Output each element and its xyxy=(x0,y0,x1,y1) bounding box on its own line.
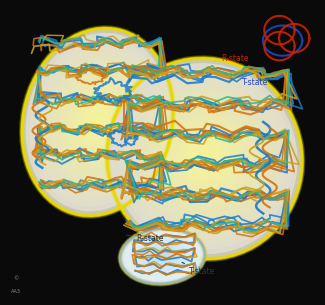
Ellipse shape xyxy=(123,230,202,282)
Ellipse shape xyxy=(22,28,173,216)
Ellipse shape xyxy=(26,33,169,211)
Ellipse shape xyxy=(90,113,105,131)
Ellipse shape xyxy=(148,246,177,266)
Text: AA3: AA3 xyxy=(11,289,21,294)
Ellipse shape xyxy=(200,154,210,163)
Ellipse shape xyxy=(136,88,273,229)
Ellipse shape xyxy=(60,75,135,169)
Ellipse shape xyxy=(82,103,113,141)
Ellipse shape xyxy=(133,237,192,275)
Ellipse shape xyxy=(152,249,173,263)
Ellipse shape xyxy=(29,38,166,206)
Ellipse shape xyxy=(120,229,205,284)
Ellipse shape xyxy=(139,241,186,271)
Text: ©: © xyxy=(13,277,19,282)
Ellipse shape xyxy=(161,113,249,204)
Ellipse shape xyxy=(129,234,196,278)
Text: T-state: T-state xyxy=(242,78,268,88)
Ellipse shape xyxy=(156,252,169,260)
Ellipse shape xyxy=(156,108,254,209)
Ellipse shape xyxy=(48,61,147,183)
Ellipse shape xyxy=(112,63,298,254)
Ellipse shape xyxy=(176,128,234,189)
Ellipse shape xyxy=(185,138,224,179)
Ellipse shape xyxy=(56,70,139,174)
Ellipse shape xyxy=(120,229,205,284)
Ellipse shape xyxy=(127,233,198,280)
Ellipse shape xyxy=(137,240,188,273)
Ellipse shape xyxy=(107,58,303,259)
Ellipse shape xyxy=(124,231,201,281)
Ellipse shape xyxy=(63,80,132,164)
Ellipse shape xyxy=(151,103,258,214)
Ellipse shape xyxy=(166,118,244,199)
Ellipse shape xyxy=(41,52,154,192)
Ellipse shape xyxy=(171,124,239,194)
Ellipse shape xyxy=(146,98,263,219)
Ellipse shape xyxy=(45,56,150,188)
Ellipse shape xyxy=(129,234,196,278)
Ellipse shape xyxy=(52,66,143,178)
Ellipse shape xyxy=(117,68,293,249)
Text: R-state: R-state xyxy=(126,234,164,243)
Ellipse shape xyxy=(137,240,188,273)
Ellipse shape xyxy=(144,244,181,269)
Ellipse shape xyxy=(180,134,229,184)
Ellipse shape xyxy=(141,242,184,270)
Text: T-state: T-state xyxy=(182,262,215,277)
Ellipse shape xyxy=(75,94,120,150)
Ellipse shape xyxy=(141,242,184,270)
Ellipse shape xyxy=(146,245,179,267)
Ellipse shape xyxy=(158,253,167,259)
Ellipse shape xyxy=(122,73,288,244)
Ellipse shape xyxy=(161,255,164,258)
Ellipse shape xyxy=(135,238,190,274)
Ellipse shape xyxy=(150,248,175,264)
Ellipse shape xyxy=(154,251,171,262)
Ellipse shape xyxy=(127,78,283,239)
Ellipse shape xyxy=(190,144,219,174)
Ellipse shape xyxy=(141,93,268,224)
Ellipse shape xyxy=(131,235,194,277)
Ellipse shape xyxy=(86,108,109,136)
Ellipse shape xyxy=(158,253,167,259)
Text: R-state: R-state xyxy=(221,54,249,63)
Ellipse shape xyxy=(132,83,278,234)
Ellipse shape xyxy=(195,149,215,169)
Ellipse shape xyxy=(37,47,158,197)
Ellipse shape xyxy=(154,251,171,262)
Ellipse shape xyxy=(94,117,101,127)
Ellipse shape xyxy=(146,245,179,267)
Ellipse shape xyxy=(71,89,124,155)
Ellipse shape xyxy=(79,99,116,145)
Ellipse shape xyxy=(33,42,162,202)
Ellipse shape xyxy=(150,248,175,264)
Ellipse shape xyxy=(133,237,192,275)
Ellipse shape xyxy=(124,231,201,281)
Ellipse shape xyxy=(67,84,128,160)
